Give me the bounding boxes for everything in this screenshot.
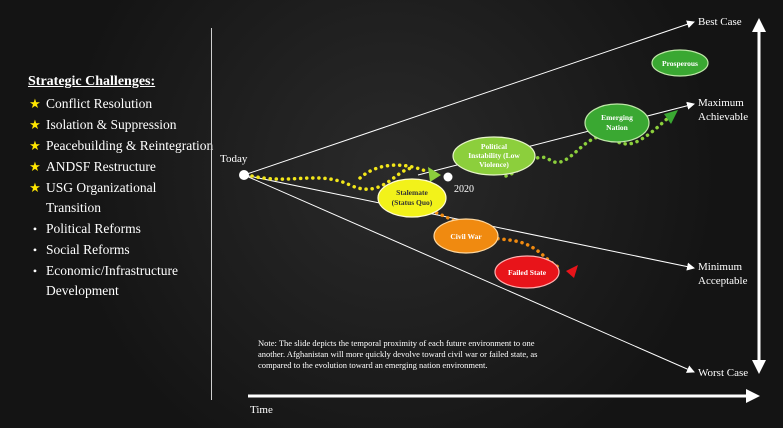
challenge-item: ★ ANDSF Restructure bbox=[24, 157, 214, 177]
svg-text:Failed State: Failed State bbox=[508, 268, 547, 277]
strategic-challenges-title: Strategic Challenges: bbox=[28, 74, 156, 89]
challenge-item: • Social Reforms bbox=[24, 240, 214, 260]
challenge-item: ★ Isolation & Suppression bbox=[24, 115, 214, 135]
green-arrowhead bbox=[428, 167, 441, 182]
today-point bbox=[239, 170, 249, 180]
best-case-label: Best Case bbox=[698, 16, 742, 28]
challenge-item: • Political Reforms bbox=[24, 219, 214, 239]
challenge-label: Peacebuilding & Reintegration bbox=[46, 138, 214, 153]
svg-text:Violence): Violence) bbox=[479, 160, 509, 169]
challenge-item: • Economic/Infrastructure Development bbox=[24, 261, 214, 301]
challenge-item: ★ USG Organizational Transition bbox=[24, 178, 214, 218]
challenge-label: USG Organizational Transition bbox=[46, 180, 157, 215]
maximum-label: Maximum bbox=[698, 97, 744, 109]
range-arrow-head-up bbox=[752, 18, 766, 32]
challenge-label: Political Reforms bbox=[46, 221, 141, 236]
achievable-label: Achievable bbox=[698, 111, 748, 123]
stalemate-node: Stalemate (Status Quo) bbox=[377, 178, 447, 218]
prosperous-node: Prosperous bbox=[651, 49, 709, 77]
range-arrow-head-down bbox=[752, 360, 766, 374]
red-arrowhead bbox=[566, 265, 578, 278]
star-icon: ★ bbox=[29, 138, 41, 153]
svg-text:Nation: Nation bbox=[606, 123, 628, 132]
bullet-icon: • bbox=[32, 243, 38, 257]
vertical-divider bbox=[211, 28, 212, 400]
stalemate-loop-path bbox=[358, 163, 430, 180]
worst-case-line bbox=[243, 174, 695, 373]
svg-text:Prosperous: Prosperous bbox=[662, 59, 698, 68]
note-text: Note: The slide depicts the temporal pro… bbox=[258, 338, 538, 370]
2020-point bbox=[443, 172, 453, 182]
star-icon: ★ bbox=[29, 117, 41, 132]
svg-text:(Status Quo): (Status Quo) bbox=[392, 198, 433, 207]
challenge-label: Conflict Resolution bbox=[46, 96, 153, 111]
challenge-item: ★ Peacebuilding & Reintegration bbox=[24, 136, 214, 156]
political-instability-node: Political Instability (Low Violence) bbox=[452, 136, 536, 176]
growth-arrowhead bbox=[664, 110, 678, 124]
emerging-nation-node: Emerging Nation bbox=[584, 103, 650, 143]
star-icon: ★ bbox=[29, 159, 41, 174]
challenge-item: ★ Conflict Resolution bbox=[24, 94, 214, 114]
svg-text:Stalemate: Stalemate bbox=[396, 188, 428, 197]
challenge-label: Social Reforms bbox=[46, 242, 130, 257]
bullet-icon: • bbox=[32, 264, 38, 278]
bullet-icon: • bbox=[32, 222, 38, 236]
svg-text:Instability (Low: Instability (Low bbox=[468, 151, 520, 160]
minimum-label: Minimum bbox=[698, 261, 742, 273]
svg-text:Civil War: Civil War bbox=[450, 232, 482, 241]
time-label: Time bbox=[250, 404, 273, 416]
acceptable-label: Acceptable bbox=[698, 275, 748, 287]
civil-war-node: Civil War bbox=[433, 218, 499, 254]
star-icon: ★ bbox=[29, 96, 41, 111]
worst-case-label: Worst Case bbox=[698, 367, 748, 379]
today-to-stalemate-path bbox=[250, 166, 414, 191]
decline-path bbox=[418, 203, 562, 270]
star-icon: ★ bbox=[29, 180, 41, 195]
challenge-label: Economic/Infrastructure Development bbox=[46, 263, 178, 298]
challenge-label: Isolation & Suppression bbox=[46, 117, 177, 132]
time-arrow-head bbox=[746, 389, 760, 403]
strategic-challenges-panel: Strategic Challenges: ★ Conflict Resoluti… bbox=[24, 74, 214, 302]
best-case-line bbox=[243, 20, 695, 176]
svg-text:Emerging: Emerging bbox=[601, 113, 633, 122]
svg-text:Political: Political bbox=[481, 142, 507, 151]
year-label: 2020 bbox=[454, 184, 474, 195]
today-label: Today bbox=[220, 153, 248, 165]
challenge-label: ANDSF Restructure bbox=[46, 159, 156, 174]
challenge-list: ★ Conflict Resolution ★ Isolation & Suppre… bbox=[24, 94, 214, 301]
failed-state-node: Failed State bbox=[494, 255, 560, 289]
growth-path bbox=[504, 116, 670, 178]
